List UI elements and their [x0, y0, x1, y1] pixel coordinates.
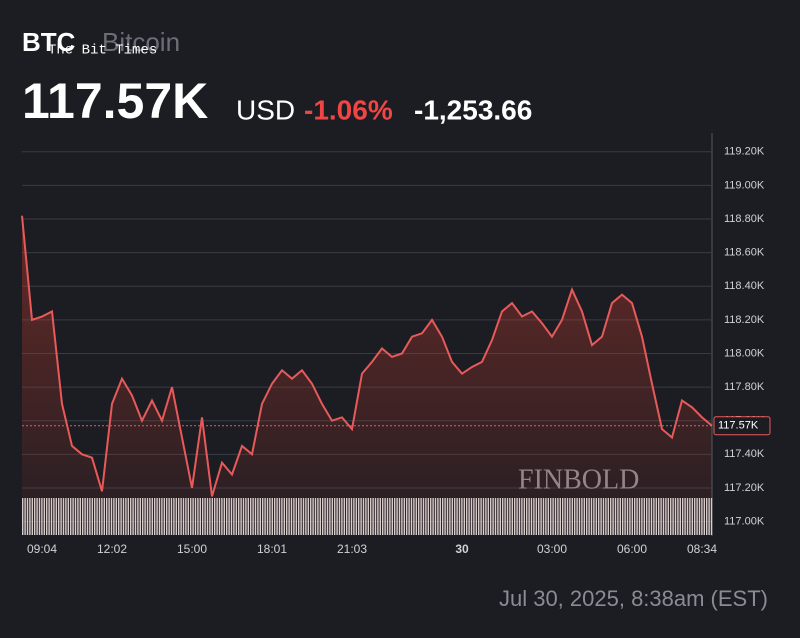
area: [22, 215, 712, 535]
last-price-box: [713, 416, 771, 436]
watermark: The Bit Times: [48, 43, 157, 59]
y-tick-label: 119.20K: [724, 146, 765, 158]
x-tick-label: 06:00: [617, 542, 647, 556]
price: 117.57K: [22, 73, 208, 129]
x-tick-label: 15:00: [177, 542, 207, 556]
y-tick-label: 118.00K: [724, 347, 765, 359]
x-tick-label: 21:03: [337, 542, 367, 556]
x-tick-label: 09:04: [27, 542, 57, 556]
y-tick-label: 118.60K: [724, 247, 765, 259]
y-tick-label: 117.80K: [724, 381, 765, 393]
change-percent: -1.06%: [304, 94, 393, 125]
y-tick-label: 119.00K: [724, 179, 765, 191]
price-line: [21, 215, 713, 497]
asset-name: Bitcoin: [102, 27, 180, 57]
y-tick-label: 118.80K: [724, 213, 765, 225]
y-tick-label: 117.40K: [724, 448, 765, 460]
x-tick-label: 30: [455, 542, 469, 556]
change: -1,253.66: [414, 94, 532, 125]
timestamp: Jul 30, 2025, 8:38am (EST): [499, 586, 768, 611]
currency: USD: [236, 94, 295, 125]
x-tick-label: 03:00: [537, 542, 567, 556]
y-tick-label: 117.20K: [724, 482, 765, 494]
y-tick-label: 118.20K: [724, 314, 765, 326]
y-tick-label: 118.40K: [724, 280, 765, 292]
y-tick-label: 117.00K: [724, 515, 765, 527]
symbol: BTC: [22, 27, 76, 57]
x-tick-label: 08:34: [687, 542, 717, 556]
x-tick-label: 12:02: [97, 542, 127, 556]
last-price-label: 117.57K: [718, 420, 759, 432]
x-tick-label: 18:01: [257, 542, 287, 556]
